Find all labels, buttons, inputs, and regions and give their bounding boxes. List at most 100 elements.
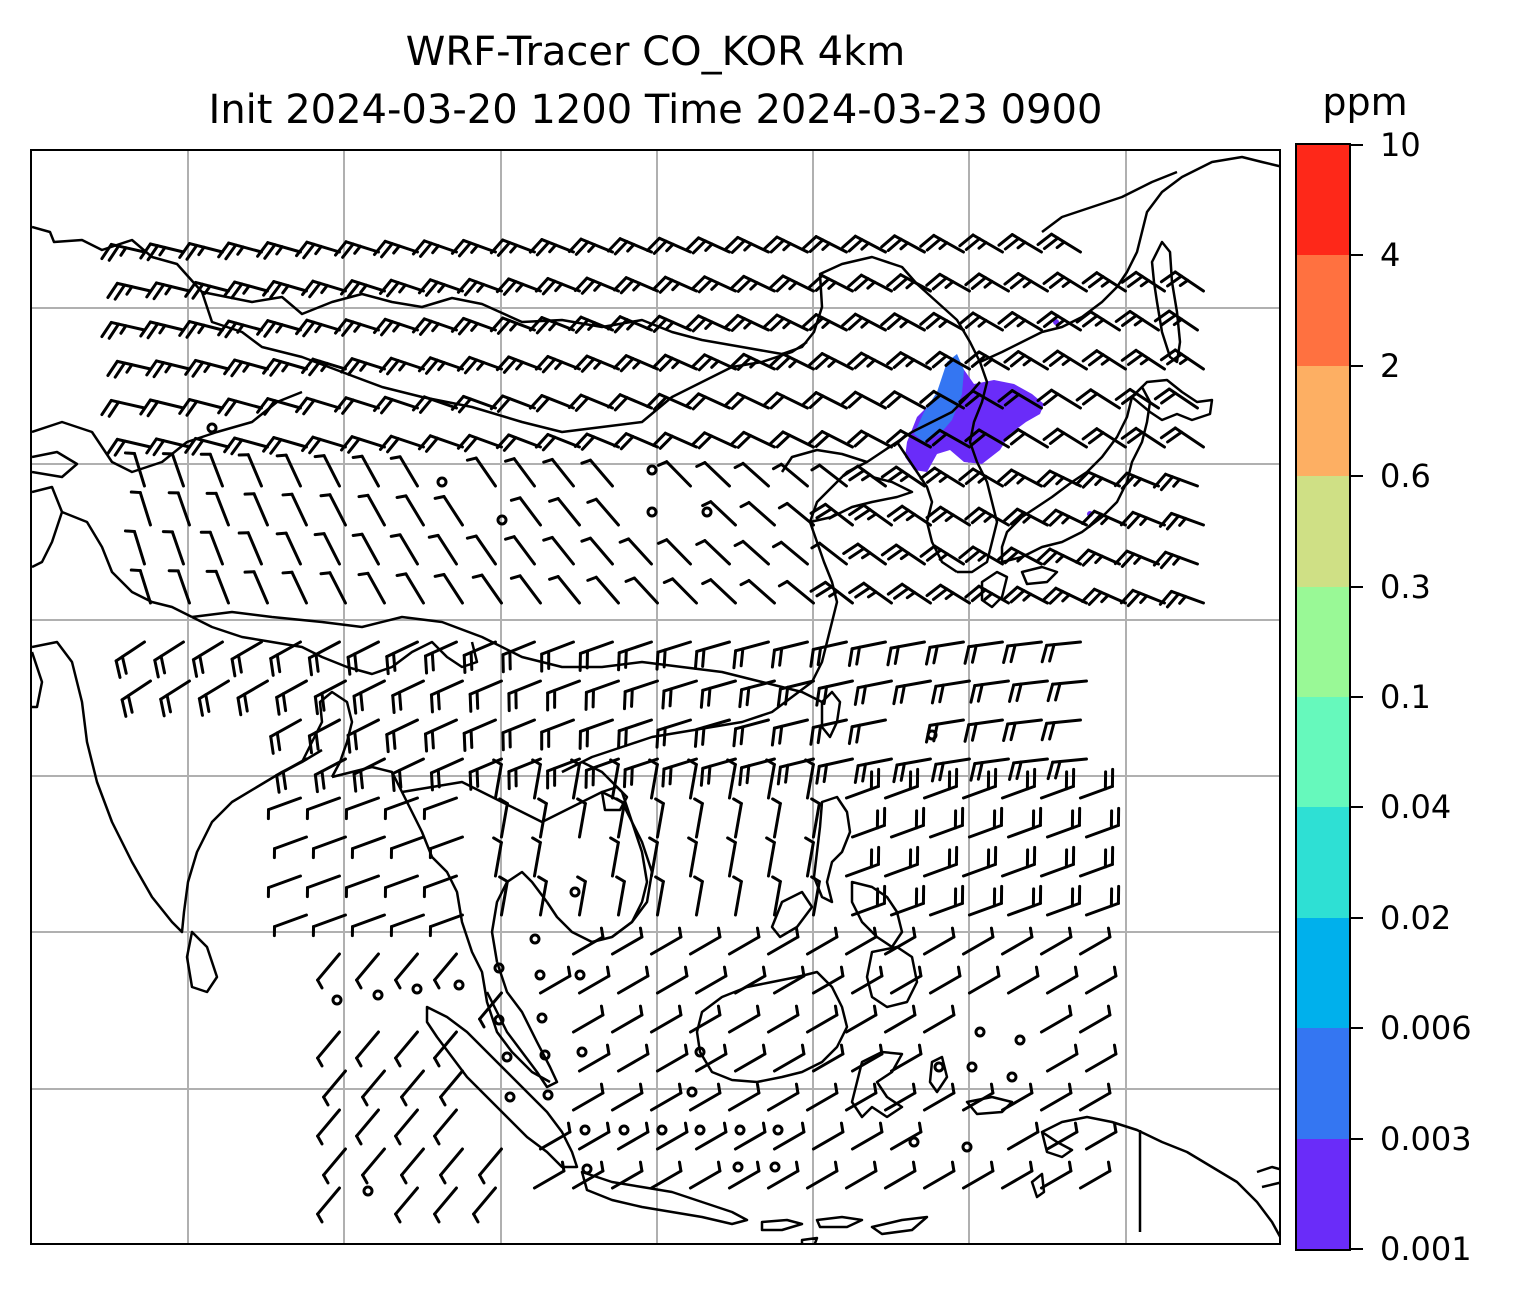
wind-barb — [501, 718, 536, 752]
wind-barb — [1078, 1004, 1112, 1034]
wind-barb — [853, 757, 893, 784]
wind-barb — [961, 1160, 995, 1190]
wind-barb — [811, 1121, 845, 1151]
wind-barb — [1159, 426, 1205, 449]
colorbar-segment — [1297, 586, 1349, 697]
wind-barb — [763, 235, 809, 254]
wind-barb — [538, 1121, 572, 1151]
wind-barb — [205, 569, 230, 605]
calm-marker — [974, 1026, 986, 1038]
border-central-asia — [32, 390, 303, 474]
wind-barb — [847, 429, 893, 449]
wind-barb — [230, 640, 263, 678]
wind-barb — [889, 965, 923, 995]
colorbar-tick — [1351, 696, 1363, 698]
wind-barb — [645, 314, 692, 333]
calm-marker — [734, 1124, 746, 1136]
wind-barb — [853, 679, 893, 706]
wind-barb — [810, 875, 821, 917]
wind-barb — [886, 429, 932, 449]
calm-marker — [501, 1051, 513, 1063]
wind-barb — [504, 535, 536, 566]
wind-barb — [815, 757, 854, 785]
wind-barb — [930, 757, 971, 783]
wind-barb — [844, 767, 881, 800]
wind-barb — [217, 397, 263, 417]
wind-barb — [1036, 310, 1082, 332]
wind-barb — [997, 311, 1043, 332]
colorbar-tick — [1351, 1248, 1363, 1250]
wind-barb — [769, 274, 815, 293]
coastlines — [32, 155, 1279, 1243]
wind-barb — [571, 926, 605, 956]
wind-barb — [963, 718, 1004, 743]
wind-barb — [886, 273, 932, 293]
wind-barb — [777, 579, 815, 605]
wind-barb — [184, 436, 230, 456]
wind-barb — [1075, 310, 1121, 332]
wind-barb — [690, 431, 737, 450]
wind-barb — [159, 679, 191, 718]
wind-barb — [1039, 1082, 1073, 1112]
wind-barb — [577, 1121, 611, 1151]
calm-marker — [496, 514, 508, 526]
wind-barb — [1006, 1121, 1040, 1151]
wind-barb — [542, 457, 575, 488]
calm-marker — [694, 1124, 706, 1136]
wind-barb — [161, 452, 185, 488]
wind-barb — [649, 926, 683, 956]
wind-barb — [391, 679, 425, 715]
wind-barb — [802, 391, 848, 410]
wind-barb — [352, 679, 386, 715]
wind-barb — [606, 315, 653, 334]
wind-barb — [770, 640, 809, 669]
wind-barb — [880, 234, 926, 254]
wind-barb — [450, 394, 497, 414]
wind-barb — [178, 398, 224, 417]
wind-barb — [880, 543, 926, 566]
wind-barb — [810, 541, 848, 566]
wind-barb — [272, 913, 308, 938]
calm-marker — [926, 729, 938, 741]
wind-barb — [805, 926, 839, 956]
wind-barb — [610, 1004, 644, 1034]
wind-barb — [883, 845, 920, 878]
wind-barb — [1046, 757, 1088, 781]
wind-barb — [924, 640, 965, 666]
wind-barb — [811, 965, 845, 995]
wind-barb — [805, 1004, 839, 1034]
colorbar-tick-label: 0.003 — [1380, 1119, 1472, 1158]
wind-barb — [462, 640, 497, 674]
wind-barb — [772, 1043, 806, 1073]
wind-barb — [961, 1082, 995, 1112]
wind-barb — [385, 640, 419, 676]
calm-marker — [576, 1046, 588, 1058]
wind-barb — [772, 965, 806, 995]
wind-barb — [223, 280, 269, 300]
wind-barb — [427, 533, 458, 566]
wind-barb — [765, 758, 776, 800]
wind-barb — [1042, 508, 1088, 527]
wind-barb — [313, 679, 347, 716]
wind-barb — [537, 797, 548, 839]
wind-barb — [394, 952, 419, 990]
coast-okhotsk — [1041, 170, 1178, 233]
wind-barb — [538, 965, 572, 995]
wind-barb — [771, 875, 782, 917]
wind-barb — [534, 277, 581, 296]
wind-barb — [531, 758, 542, 800]
wind-barb — [145, 281, 191, 301]
wind-barb — [804, 758, 815, 800]
wind-barb — [880, 312, 926, 332]
wind-barb — [578, 718, 614, 750]
wind-barb — [450, 316, 497, 336]
calm-marker — [529, 933, 541, 945]
wind-barb — [334, 318, 380, 337]
wind-barb — [199, 530, 224, 566]
wind-barb — [546, 679, 581, 712]
wind-barb — [378, 278, 425, 298]
wind-barb — [319, 493, 347, 527]
map-panel[interactable] — [30, 149, 1281, 1245]
wind-barb — [1003, 272, 1049, 293]
wind-barb — [695, 539, 731, 566]
